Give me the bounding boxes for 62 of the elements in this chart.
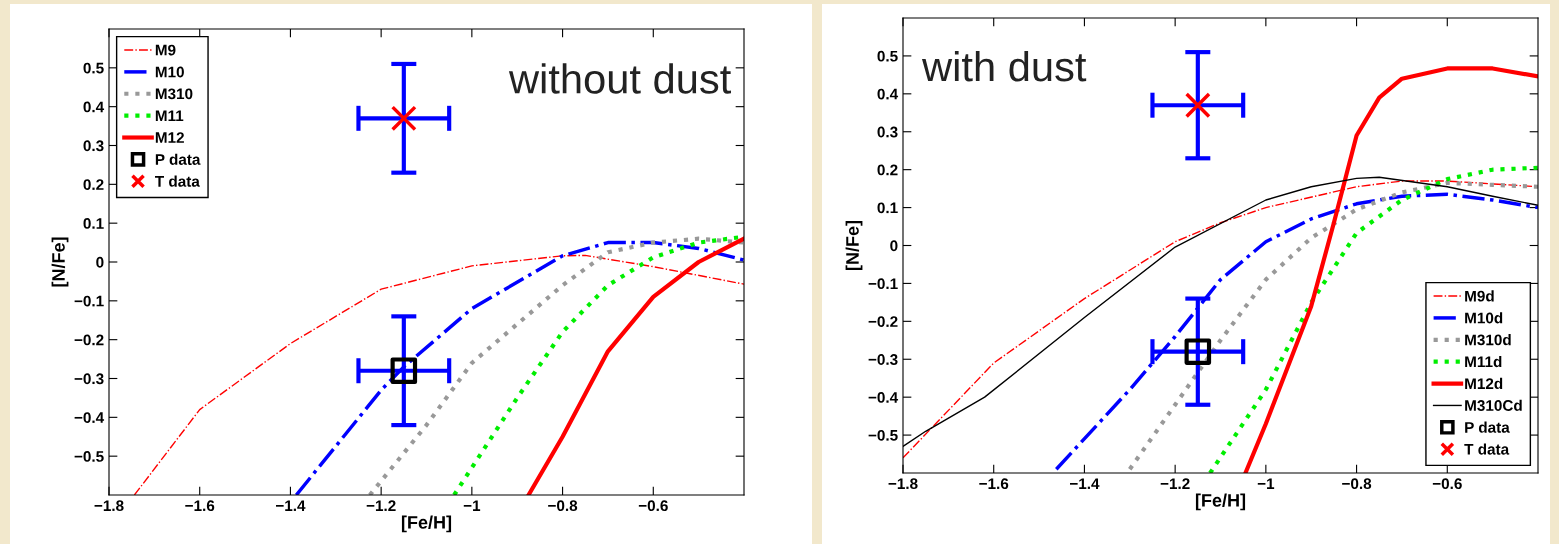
legend-label: M9d: [1465, 290, 1494, 302]
y-tick-label: 0.3: [83, 140, 104, 152]
x-tick-label: −1: [1257, 478, 1275, 489]
x-tick-label: −1.2: [366, 500, 396, 511]
x-tick-label: −0.6: [638, 500, 668, 512]
legend-label: M11d: [1465, 355, 1502, 368]
x-tick-label: −1.4: [275, 500, 306, 511]
y-tick-label: 0.5: [877, 50, 898, 62]
legend-label: T data: [1464, 443, 1510, 455]
x-tick-label: −1.4: [1069, 478, 1100, 489]
x-tick-label: −0.8: [1342, 478, 1372, 490]
y-tick-label: 0.3: [877, 126, 898, 138]
x-tick-label: −0.8: [548, 500, 578, 512]
y-tick-label: −0.3: [74, 373, 104, 385]
x-tick-label: −1.8: [94, 500, 124, 512]
annotation: without dust: [508, 63, 732, 94]
legend-label: M10d: [1465, 312, 1503, 324]
legend-label: M12d: [1465, 377, 1503, 390]
annotation: with dust: [921, 50, 1087, 82]
y-tick-label: 0.1: [83, 218, 104, 229]
y-tick-label: −0.5: [74, 451, 104, 462]
y-tick-label: 0.1: [877, 202, 898, 214]
legend-label: T data: [155, 175, 200, 187]
x-tick-label: −1.6: [979, 478, 1009, 490]
line-series: [1054, 192, 1538, 471]
line-series: [1127, 180, 1538, 472]
legend-label: M12: [155, 132, 184, 143]
legend-label: M310: [155, 88, 193, 100]
legend-label: P data: [1465, 421, 1510, 433]
y-tick-label: −0.4: [868, 392, 899, 403]
legend-label: M11: [155, 110, 184, 121]
y-tick-label: −0.5: [868, 429, 898, 441]
y-tick-label: −0.2: [868, 316, 898, 328]
x-tick-label: −1.6: [185, 500, 215, 512]
y-tick-label: −0.1: [868, 278, 898, 290]
x-tick-label: −1.8: [888, 478, 918, 490]
legend-label: M10: [155, 66, 184, 78]
legend-label: M310Cd: [1465, 399, 1522, 411]
y-tick-label: 0.4: [877, 88, 899, 100]
legend-label: M310d: [1465, 334, 1511, 346]
y-tick-label: −0.1: [74, 295, 104, 307]
y-tick-label: 0.2: [83, 179, 104, 191]
y-tick-label: 0: [96, 256, 104, 268]
x-tick-label: −1: [463, 500, 481, 511]
line-series: [367, 236, 744, 495]
y-axis-title: [N/Fe]: [845, 220, 863, 271]
y-tick-label: −0.2: [74, 334, 104, 346]
legend-label: P data: [155, 153, 201, 165]
x-tick-label: −0.6: [1432, 478, 1462, 490]
x-tick-label: −1.2: [1160, 478, 1190, 489]
y-tick-label: 0.2: [877, 164, 898, 176]
x-axis-title: [Fe/H]: [1195, 493, 1246, 511]
line-series: [294, 240, 744, 495]
y-tick-label: 0: [890, 240, 898, 252]
y-axis-title: [N/Fe]: [51, 237, 69, 287]
y-tick-label: −0.3: [868, 354, 898, 365]
line-series: [1207, 165, 1538, 473]
legend-label: M9: [155, 44, 176, 56]
y-tick-label: 0.4: [83, 101, 105, 113]
y-tick-label: 0.5: [83, 62, 104, 74]
y-tick-label: −0.4: [74, 412, 105, 424]
x-axis-title: [Fe/H]: [401, 515, 452, 533]
